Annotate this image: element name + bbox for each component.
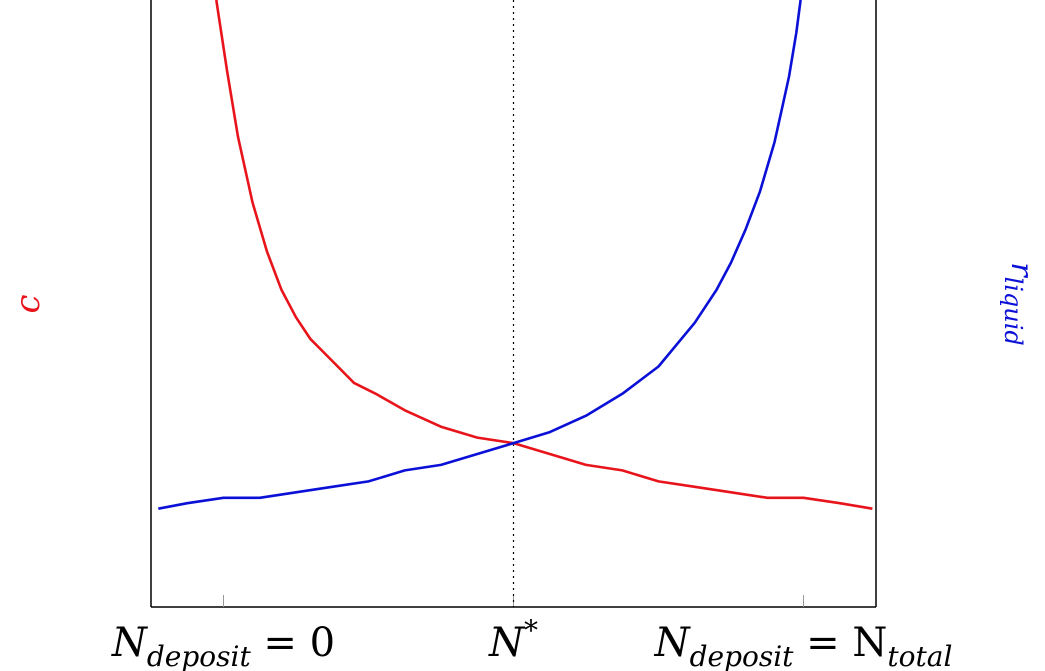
series-line-c — [215, 0, 873, 510]
x-tick-label-2: Ndeposit = Ntotal — [654, 620, 953, 671]
x-tick-label-0: Ndeposit = 0 — [111, 620, 335, 671]
series-lines — [158, 0, 873, 510]
x-tick-label-1: N* — [488, 614, 538, 666]
tick-labels: Ndeposit = 0 N* Ndeposit = Ntotal — [111, 614, 953, 671]
series-line-r_liquid — [158, 0, 802, 510]
y-axis-right-sub: liquid — [1000, 277, 1028, 346]
y-axis-right-label: rliquid — [1000, 262, 1040, 346]
y-axis-left-label: c — [8, 294, 48, 313]
y-axis-right-main: r — [1004, 262, 1039, 278]
